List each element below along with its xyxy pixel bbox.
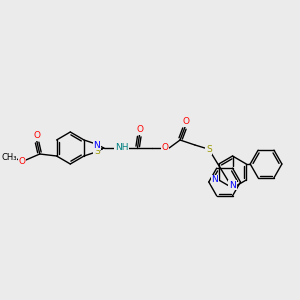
- Text: N: N: [94, 140, 100, 149]
- Text: O: O: [182, 118, 190, 127]
- Text: NH: NH: [115, 142, 128, 152]
- Text: S: S: [206, 146, 211, 154]
- Text: CH₃: CH₃: [1, 152, 17, 161]
- Text: O: O: [137, 125, 144, 134]
- Text: O: O: [33, 131, 40, 140]
- Text: O: O: [162, 143, 169, 152]
- Text: S: S: [94, 146, 100, 155]
- Text: O: O: [18, 157, 26, 166]
- Text: N: N: [212, 176, 218, 184]
- Text: N: N: [229, 181, 236, 190]
